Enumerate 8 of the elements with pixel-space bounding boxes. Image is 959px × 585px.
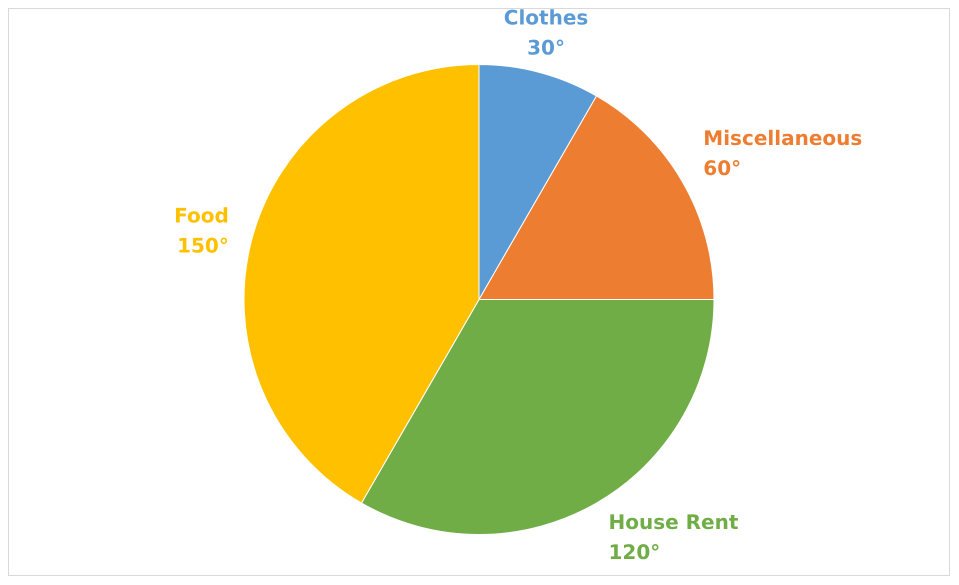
slice-label: Clothes — [504, 6, 588, 30]
data-label: 150° — [177, 234, 229, 258]
data-label: 60° — [703, 156, 742, 180]
slice-label: Miscellaneous — [703, 126, 862, 150]
slice-label: House Rent — [608, 510, 739, 534]
data-label: 120° — [608, 540, 660, 564]
data-label: 30° — [527, 36, 565, 60]
slice-label: Food — [174, 204, 229, 228]
